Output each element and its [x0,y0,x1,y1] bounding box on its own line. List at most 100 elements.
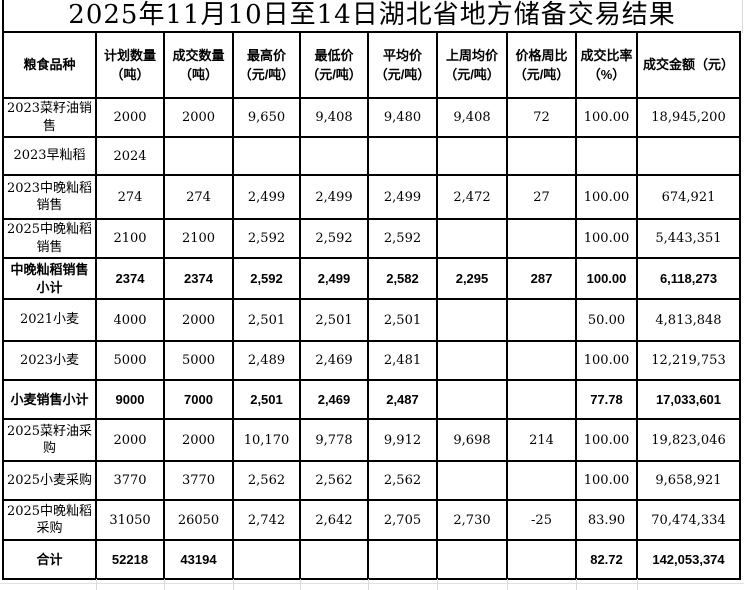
table-cell: 2,592 [299,218,369,260]
table-cell: 2,501 [367,298,438,343]
table-cell: 9,650 [232,96,301,139]
row-label: 2023中晚籼稻销售 [2,174,97,221]
row-label: 小麦销售小计 [2,379,97,421]
column-header-8: 成交比率 （%） [575,31,638,99]
grid-line [164,579,165,590]
table-row: 2025中晚籼稻销售 2100 2100 2,592 2,592 2,592 100.00 5… [2,218,741,260]
table-cell: 100.00 [575,460,638,502]
table-cell: 31050 [95,499,165,542]
table-cell [436,298,508,343]
column-header-5: 平均价 （元/吨） [367,31,438,99]
table-cell: 83.90 [575,499,638,542]
table-cell: 9,408 [299,96,369,139]
table-cell: 3770 [163,460,234,502]
table-cell: 4,813,848 [636,298,741,343]
table-cell: 9,408 [436,96,508,139]
table-cell: 2,592 [367,218,438,260]
table-cell: 2,295 [436,257,508,301]
table-cell: 3770 [95,460,165,502]
table-cell [506,379,577,421]
table-cell: 2,469 [299,340,369,382]
table-cell [506,298,577,343]
row-label: 2023早籼稻 [2,136,97,177]
table-cell [367,136,438,177]
column-header-9: 成交金额（元） [636,31,741,99]
table-cell: 2,501 [232,379,301,421]
table-cell: 70,474,334 [636,499,741,542]
grid-line [437,579,438,590]
table-cell: 26050 [163,499,234,542]
row-label: 2021小麦 [2,298,97,343]
table-cell: 4000 [95,298,165,343]
column-header-6: 上周均价 （元/吨） [436,31,508,99]
table-cell: 72 [506,96,577,139]
grid-line [507,579,508,590]
column-header-3: 最高价 （元/吨） [232,31,301,99]
table-cell [299,136,369,177]
table-cell [506,218,577,260]
table-cell: 2,742 [232,499,301,542]
table-cell: 2,562 [232,460,301,502]
table-cell: 2374 [163,257,234,301]
column-header-2: 成交数量 （吨） [163,31,234,99]
table-cell: 7000 [163,379,234,421]
table-cell: 9,778 [299,418,369,463]
table-cell: 2374 [95,257,165,301]
table-cell [436,379,508,421]
table-cell: 2,592 [232,257,301,301]
table-cell: 2,472 [436,174,508,221]
table-cell: 674,921 [636,174,741,221]
table-row: 2023小麦 5000 5000 2,489 2,469 2,481 100.00 12,21… [2,340,741,382]
table-cell: 27 [506,174,577,221]
page-title: 2025年11月10日至14日湖北省地方储备交易结果 [2,0,740,32]
table-cell: 2000 [95,96,165,139]
table-cell: 2100 [95,218,165,260]
table-cell: 2024 [95,136,165,177]
column-header-1: 计划数量 （吨） [95,31,165,99]
table-cell [636,136,741,177]
table-cell: 100.00 [575,257,638,301]
table-cell: 5,443,351 [636,218,741,260]
row-label: 2023小麦 [2,340,97,382]
row-label: 2025中晚籼稻采购 [2,499,97,542]
table-cell: 2,592 [232,218,301,260]
table-cell: 100.00 [575,340,638,382]
grid-line [300,579,301,590]
table-cell: 2,481 [367,340,438,382]
row-label: 2023菜籽油销售 [2,96,97,139]
table-cell: 9,480 [367,96,438,139]
header-row: 粮食品种 计划数量 （吨） 成交数量 （吨） 最高价 （元/吨） 最低价 （元/吨） 平均… [2,31,741,99]
table-cell: 2,501 [232,298,301,343]
table-cell: 12,219,753 [636,340,741,382]
table-row: 2025中晚籼稻采购 31050 26050 2,742 2,642 2,705 2,730… [2,499,741,542]
table-cell: 82.72 [575,539,638,581]
table-cell: 9,698 [436,418,508,463]
table-cell [575,136,638,177]
column-header-0: 粮食品种 [2,31,97,99]
table-row: 合计 52218 43194 82.72 142,053,374 [2,539,741,581]
table-cell: 2100 [163,218,234,260]
grid-line [233,579,234,590]
row-label: 2025中晚籼稻销售 [2,218,97,260]
row-label: 2025小麦采购 [2,460,97,502]
table-cell: 18,945,200 [636,96,741,139]
table-row: 2023中晚籼稻销售 274 274 2,499 2,499 2,499 2,472 27 10… [2,174,741,221]
table-cell: 2,499 [232,174,301,221]
table-row: 小麦销售小计 9000 7000 2,501 2,469 2,487 77.78 17,033… [2,379,741,421]
table-cell: 2,562 [299,460,369,502]
table-cell: 2,582 [367,257,438,301]
title-row: 2025年11月10日至14日湖北省地方储备交易结果 [2,0,740,32]
grid-line [0,583,744,584]
table-cell: 274 [95,174,165,221]
table-row: 中晚籼稻销售小计 2374 2374 2,592 2,499 2,582 2,295 287 1… [2,257,741,301]
row-label: 2025菜籽油采购 [2,418,97,463]
table-cell: 2,501 [299,298,369,343]
table-cell: 100.00 [575,218,638,260]
table-cell [367,539,438,581]
table-cell: 2,562 [367,460,438,502]
table-cell [436,340,508,382]
table-cell: 2,489 [232,340,301,382]
row-label: 中晚籼稻销售小计 [2,257,97,301]
table-cell: 5000 [95,340,165,382]
